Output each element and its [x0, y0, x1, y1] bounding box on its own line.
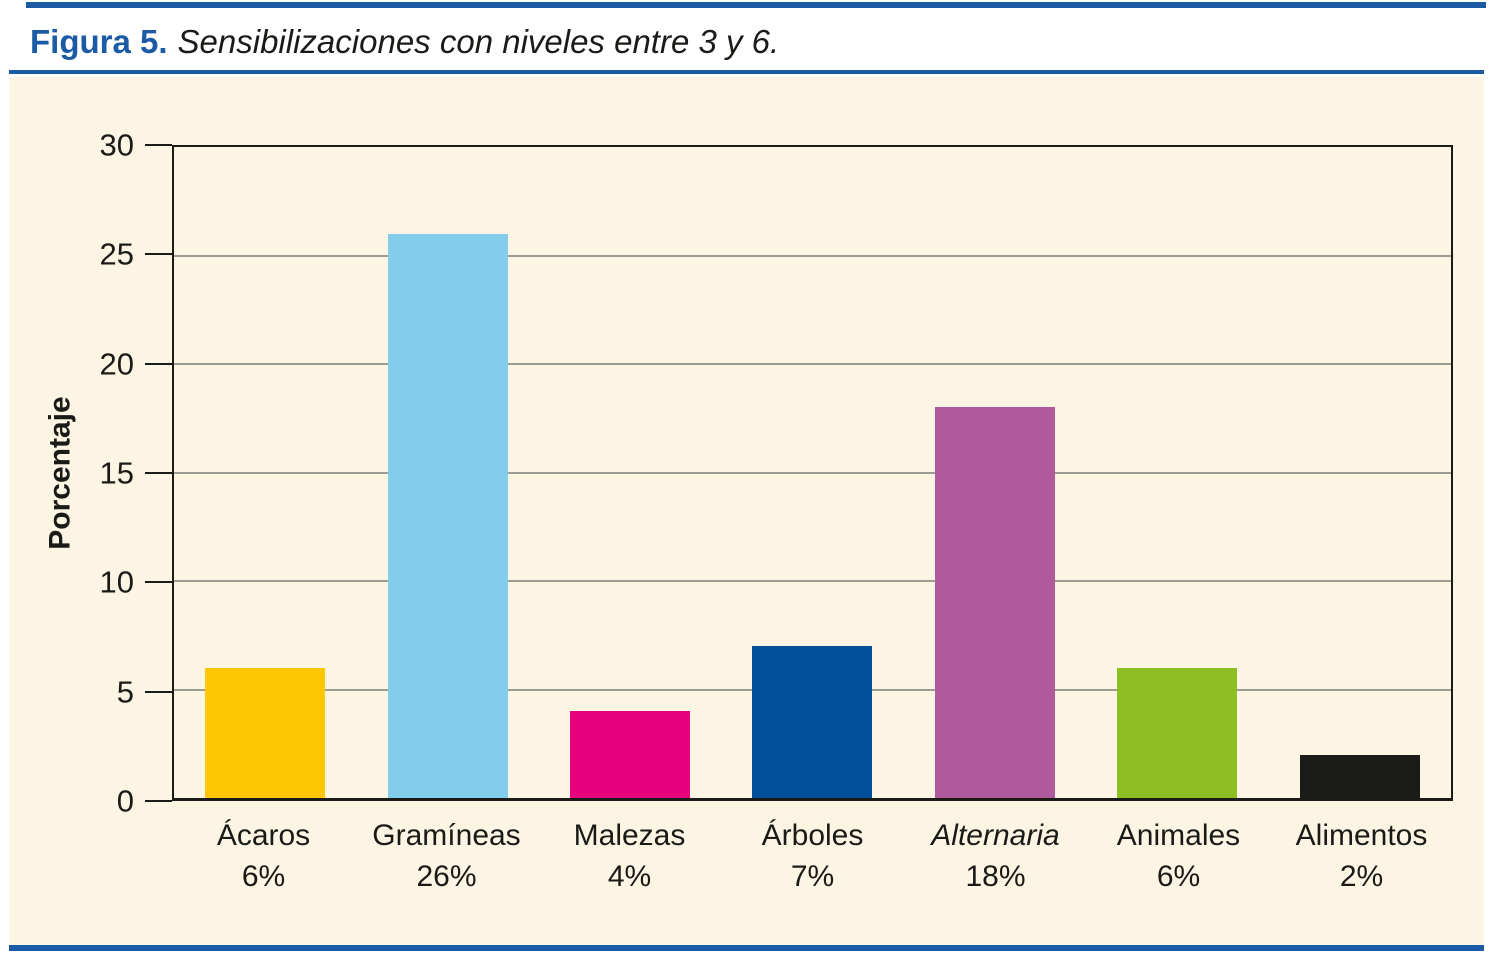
- y-ticks: [145, 144, 172, 802]
- x-category-value: 26%: [416, 860, 477, 893]
- bar-alternaria: [934, 407, 1055, 798]
- x-label-ácaros: Ácaros 6%: [172, 815, 355, 897]
- x-category-name: Malezas: [573, 819, 686, 852]
- y-tick-label-0: 0: [116, 783, 134, 819]
- x-category-value: 4%: [607, 860, 652, 893]
- plot-area: [172, 145, 1453, 801]
- x-category-name: Alimentos: [1295, 819, 1428, 852]
- x-label-árboles: Árboles 7%: [721, 815, 904, 897]
- y-tick-mark-10: [145, 581, 172, 584]
- caption-separator-rule: [9, 70, 1484, 74]
- x-label-malezas: Malezas 4%: [538, 815, 721, 897]
- bar-column-árboles: [721, 147, 903, 798]
- x-label-alternaria: Alternaria 18%: [904, 815, 1087, 897]
- x-category-value: 6%: [1156, 860, 1201, 893]
- bar-malezas: [570, 711, 691, 798]
- gridline-25: [174, 254, 1451, 257]
- x-category-name: Alternaria: [931, 819, 1060, 852]
- gridline-10: [174, 580, 1451, 582]
- bar-column-malezas: [539, 147, 721, 798]
- x-category-name: Árboles: [761, 819, 864, 852]
- figure-title: Sensibilizaciones con niveles entre 3 y …: [177, 23, 780, 60]
- bar-column-alternaria: [904, 147, 1086, 798]
- y-tick-mark-15: [145, 472, 172, 474]
- y-tick-label-20: 20: [99, 346, 134, 382]
- figure-caption: Figura 5. Sensibilizaciones con niveles e…: [30, 22, 1474, 62]
- figure-label: Figura 5.: [30, 23, 168, 60]
- y-tick-mark-5: [145, 690, 172, 693]
- y-tick-label-5: 5: [116, 674, 134, 710]
- y-tick-label-10: 10: [99, 564, 134, 600]
- y-tick-mark-20: [145, 362, 172, 365]
- gridline-15: [174, 471, 1451, 474]
- x-category-value: 6%: [241, 860, 286, 893]
- x-category-value: 18%: [965, 860, 1026, 893]
- x-category-value: 7%: [790, 860, 835, 893]
- y-tick-label-15: 15: [99, 455, 134, 491]
- bar-column-gramíneas: [356, 147, 538, 798]
- bar-alimentos: [1299, 754, 1420, 798]
- x-category-name: Gramíneas: [372, 819, 521, 852]
- bars-row: [174, 147, 1451, 798]
- y-tick-mark-0: [145, 800, 172, 802]
- y-tick-labels: 0 5 10 15 20 25 30: [9, 130, 134, 817]
- chart-panel: Porcentaje 0 5 10 15 20 25 30 Ácaros 6% Gramínea…: [9, 77, 1484, 945]
- bar-árboles: [752, 646, 873, 798]
- bar-animales: [1117, 667, 1238, 798]
- y-tick-label-25: 25: [99, 236, 134, 272]
- x-label-alimentos: Alimentos 2%: [1270, 815, 1453, 897]
- x-category-value: 2%: [1339, 860, 1384, 893]
- bar-column-animales: [1086, 147, 1268, 798]
- x-category-name: Animales: [1116, 819, 1241, 852]
- bar-ácaros: [205, 667, 326, 798]
- x-label-gramíneas: Gramíneas 26%: [355, 815, 538, 897]
- x-labels-row: Ácaros 6% Gramíneas 26% Malezas 4% Árboles 7% Al…: [172, 815, 1453, 897]
- y-tick-label-30: 30: [99, 127, 134, 163]
- top-rule: [26, 2, 1486, 8]
- gridline-20: [174, 363, 1451, 365]
- x-label-animales: Animales 6%: [1087, 815, 1270, 897]
- x-category-name: Ácaros: [216, 819, 311, 852]
- bar-column-alimentos: [1269, 147, 1451, 798]
- bar-gramíneas: [387, 233, 508, 798]
- bar-column-ácaros: [174, 147, 356, 798]
- bottom-rule: [9, 945, 1484, 951]
- y-tick-mark-25: [145, 253, 172, 256]
- y-tick-mark-30: [145, 144, 172, 146]
